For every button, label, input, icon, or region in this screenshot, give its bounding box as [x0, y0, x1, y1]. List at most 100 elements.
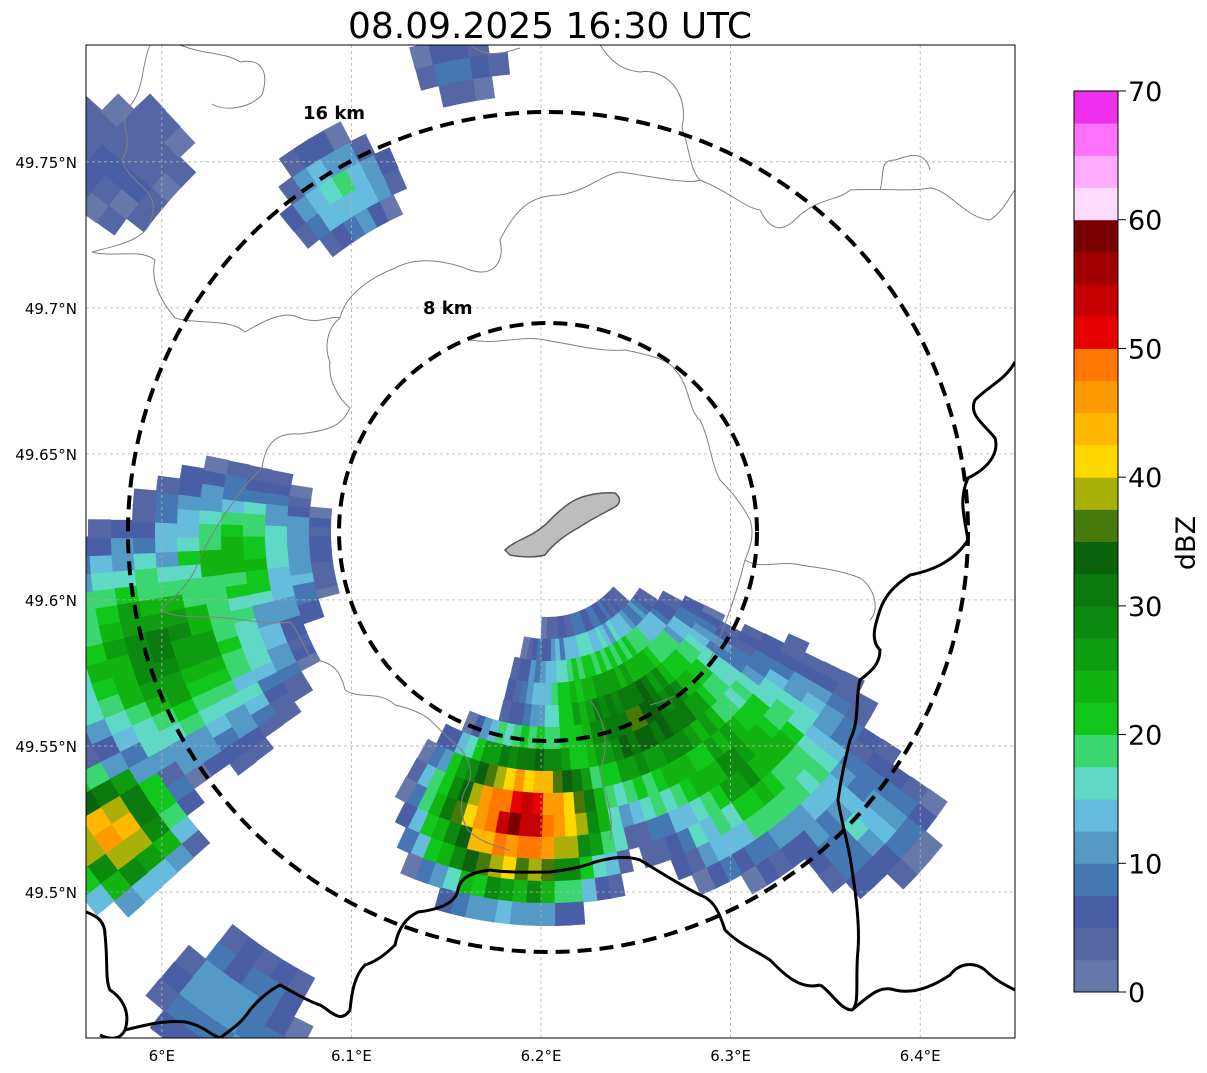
reflectivity-bin — [631, 728, 651, 754]
reflectivity-bin — [716, 620, 742, 641]
reflectivity-bin — [753, 747, 781, 774]
reflectivity-bin — [709, 700, 734, 726]
reflectivity-bin — [752, 805, 780, 834]
reflectivity-bin — [529, 792, 544, 817]
reflectivity-bin — [275, 659, 302, 683]
reflectivity-bin — [636, 796, 657, 823]
reflectivity-bin — [50, 752, 81, 782]
reflectivity-bin — [682, 633, 707, 655]
reflectivity-bin — [155, 475, 181, 496]
reflectivity-bin — [594, 718, 610, 744]
reflectivity-bin — [653, 633, 676, 656]
reflectivity-bin — [140, 610, 167, 633]
reflectivity-bin — [86, 589, 96, 613]
range-ring-label-16km: 16 km — [303, 103, 365, 124]
reflectivity-bin — [405, 757, 428, 784]
country-border — [86, 910, 129, 1038]
reflectivity-bin — [702, 706, 727, 732]
reflectivity-bin — [675, 753, 698, 780]
reflectivity-bin — [400, 852, 424, 880]
reflectivity-bin — [670, 853, 694, 881]
reflectivity-bin — [798, 651, 826, 674]
reflectivity-bin — [508, 901, 527, 926]
reflectivity-bin — [604, 591, 625, 612]
reflectivity-bin — [153, 520, 178, 538]
reflectivity-bin — [131, 520, 156, 539]
reflectivity-bin — [608, 690, 625, 716]
reflectivity-bin — [802, 758, 831, 786]
reflectivity-bin — [722, 746, 748, 773]
reflectivity-bin — [831, 681, 859, 707]
reflectivity-bin — [406, 806, 429, 834]
reflectivity-bin — [469, 53, 493, 80]
reflectivity-bin — [219, 645, 247, 668]
reflectivity-bin — [615, 734, 634, 760]
colorbar-segment — [1074, 91, 1118, 124]
reflectivity-bin — [242, 545, 267, 560]
reflectivity-bin — [317, 176, 345, 205]
reflectivity-bin — [394, 801, 418, 829]
reflectivity-bin — [443, 727, 464, 753]
reflectivity-bin — [219, 736, 249, 764]
reflectivity-bin — [88, 552, 113, 574]
colorbar-tick-label: 40 — [1128, 463, 1162, 494]
reflectivity-bin — [774, 651, 801, 674]
reflectivity-bin — [94, 602, 121, 627]
colorbar-segment — [1074, 798, 1118, 832]
reflectivity-bin — [286, 542, 310, 557]
reflectivity-bin — [620, 779, 639, 805]
reflectivity-bin — [222, 569, 248, 587]
reflectivity-bin — [678, 638, 702, 661]
reflectivity-bin — [199, 481, 225, 500]
reflectivity-bin — [603, 620, 622, 644]
reflectivity-bin — [86, 864, 101, 899]
reflectivity-bin — [622, 604, 644, 625]
reflectivity-bin — [342, 187, 369, 216]
reflectivity-bin — [499, 855, 517, 881]
reflectivity-bin — [55, 707, 84, 736]
reflectivity-bin — [425, 743, 447, 769]
reflectivity-bin — [730, 821, 757, 849]
colorbar-segment — [1074, 638, 1118, 671]
reflectivity-bin — [514, 657, 527, 682]
admin-border — [469, 45, 701, 181]
reflectivity-bin — [87, 519, 112, 539]
y-tick-label: 49.55°N — [15, 738, 77, 756]
reflectivity-bin — [700, 678, 725, 703]
reflectivity-bin — [661, 625, 685, 647]
reflectivity-bin — [659, 658, 682, 682]
reflectivity-bin — [643, 816, 665, 844]
reflectivity-bin — [198, 495, 223, 513]
reflectivity-bin — [899, 776, 930, 805]
reflectivity-bin — [680, 724, 704, 750]
reflectivity-bin — [563, 835, 580, 860]
reflectivity-bin — [731, 708, 757, 734]
reflectivity-bin — [305, 157, 334, 187]
reflectivity-bin — [601, 693, 618, 719]
reflectivity-bin — [722, 652, 748, 675]
reflectivity-bin — [704, 640, 729, 662]
reflectivity-bin — [649, 693, 671, 718]
longitude-tick-labels: 6°E 6.1°E 6.2°E 6.3°E 6.4°E — [149, 1047, 941, 1065]
reflectivity-bin — [601, 716, 618, 742]
reflectivity-bin — [695, 766, 720, 793]
reflectivity-bin — [757, 677, 784, 701]
reflectivity-bin — [889, 789, 920, 820]
reflectivity-bin — [177, 561, 202, 581]
reflectivity-bin — [240, 637, 268, 660]
reflectivity-bin — [330, 221, 357, 250]
reflectivity-bin — [452, 754, 472, 781]
admin-border — [589, 699, 612, 841]
reflectivity-bin — [765, 822, 793, 851]
reflectivity-bin — [654, 662, 676, 687]
reflectivity-bin — [539, 858, 555, 883]
reflectivity-bin — [583, 676, 598, 701]
reflectivity-bin — [323, 121, 352, 151]
reflectivity-bin — [735, 631, 762, 652]
reflectivity-bin — [727, 645, 753, 668]
admin-border — [744, 559, 876, 621]
reflectivity-bin — [263, 533, 288, 548]
reflectivity-bin — [176, 507, 200, 525]
reflectivity-bin — [661, 711, 683, 737]
reflectivity-bin — [657, 787, 679, 815]
